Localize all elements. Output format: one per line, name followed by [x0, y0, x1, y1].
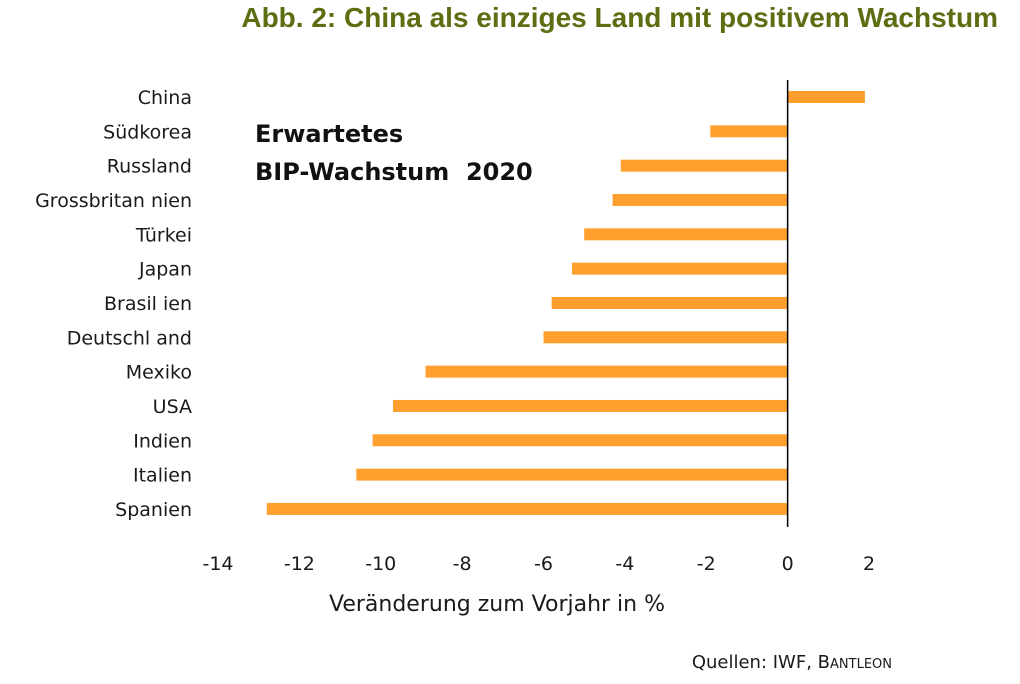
- source-brand-initial: B: [817, 652, 831, 673]
- x-tick-label: 0: [782, 553, 794, 575]
- chart-annotation-line: Erwartetes: [255, 120, 403, 148]
- page-title: Abb. 2: China als einziges Land mit posi…: [241, 2, 998, 33]
- source-brand-rest: ANTLEON: [830, 657, 892, 672]
- category-label: Mexiko: [126, 362, 192, 384]
- category-label: Spanien: [115, 499, 192, 521]
- category-label: Deutschl and: [67, 327, 192, 349]
- bar-6: [571, 262, 788, 275]
- bar-12: [356, 468, 788, 481]
- category-label: Brasil ien: [104, 293, 192, 315]
- category-label: Südkorea: [103, 121, 192, 143]
- x-tick-label: -10: [365, 553, 396, 575]
- category-label: China: [138, 87, 192, 109]
- category-label: Russland: [107, 156, 192, 178]
- chart-annotation-line: BIP-Wachstum 2020: [255, 158, 533, 186]
- x-axis-title: Veränderung zum Vorjahr in %: [329, 592, 665, 617]
- category-label: Türkei: [135, 224, 192, 246]
- category-label: USA: [153, 396, 192, 418]
- x-tick-label: -2: [697, 553, 716, 575]
- bar-10: [392, 399, 788, 412]
- bar-8: [543, 331, 788, 344]
- bar-3: [620, 159, 788, 172]
- bar-13: [266, 502, 788, 515]
- x-tick-label: -4: [615, 553, 634, 575]
- bar-2: [710, 125, 788, 138]
- category-label: Indien: [133, 430, 192, 452]
- bar-1: [787, 91, 865, 103]
- bar-9: [425, 365, 788, 378]
- bar-4: [612, 193, 788, 206]
- source-note: Quellen: IWF, BANTLEON: [692, 652, 892, 673]
- bar-5: [584, 228, 788, 241]
- source-prefix: Quellen: IWF,: [691, 652, 818, 673]
- bar-7: [551, 296, 788, 309]
- x-tick-label: 2: [863, 553, 875, 575]
- x-tick-label: -14: [202, 553, 233, 575]
- category-label: Italien: [133, 465, 192, 487]
- x-tick-label: -12: [284, 553, 315, 575]
- bar-11: [372, 434, 788, 447]
- category-label: Japan: [138, 259, 192, 281]
- x-tick-label: -8: [453, 553, 472, 575]
- category-label: Grossbritan nien: [35, 190, 192, 212]
- x-tick-label: -6: [534, 553, 553, 575]
